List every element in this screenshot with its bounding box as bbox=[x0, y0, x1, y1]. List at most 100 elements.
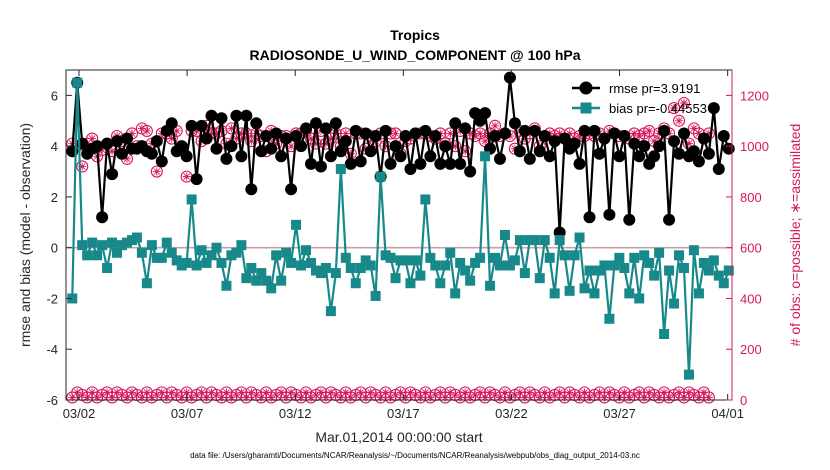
rmse-point bbox=[285, 183, 298, 196]
bias-point bbox=[415, 270, 426, 281]
bias-point bbox=[305, 257, 316, 268]
bias-point bbox=[674, 250, 685, 261]
rmse-point bbox=[677, 127, 690, 140]
bias-point bbox=[335, 164, 346, 174]
y2-tick-label: 1000 bbox=[740, 139, 769, 154]
bias-point bbox=[425, 252, 436, 263]
bias-point bbox=[514, 235, 525, 246]
bias-point bbox=[420, 194, 431, 205]
bias-point bbox=[87, 237, 98, 248]
bias-point bbox=[171, 255, 182, 266]
x-tick-label: 03/07 bbox=[171, 406, 204, 421]
bias-point bbox=[440, 260, 451, 271]
obs-possible-marker bbox=[667, 102, 681, 115]
bias-point bbox=[166, 247, 177, 258]
bias-point bbox=[72, 77, 83, 88]
rmse-point bbox=[459, 122, 472, 135]
x-tick-label: 03/27 bbox=[603, 406, 636, 421]
rmse-point bbox=[618, 130, 631, 142]
bias-point bbox=[430, 260, 441, 271]
bias-point bbox=[649, 270, 660, 281]
bias-point bbox=[136, 247, 147, 258]
bias-point bbox=[390, 273, 401, 284]
bias-point bbox=[186, 194, 197, 205]
bias-point bbox=[201, 257, 212, 268]
rmse-point bbox=[648, 150, 661, 163]
bias-point bbox=[504, 260, 515, 271]
legend-bias-label: bias pr=-0.44553 bbox=[609, 101, 707, 116]
rmse-point bbox=[240, 109, 253, 122]
bias-point bbox=[594, 265, 605, 276]
bias-point bbox=[455, 257, 466, 268]
rmse-point bbox=[300, 122, 313, 135]
bias-point bbox=[450, 288, 461, 299]
bias-point bbox=[231, 247, 242, 258]
x-tick-label: 04/01 bbox=[711, 406, 744, 421]
rmse-point bbox=[319, 122, 332, 135]
bias-point bbox=[554, 235, 565, 246]
rmse-point bbox=[150, 135, 163, 148]
bias-point bbox=[644, 257, 655, 268]
bias-point bbox=[405, 278, 416, 289]
rmse-point bbox=[255, 145, 268, 158]
rmse-point bbox=[568, 137, 581, 150]
rmse-point bbox=[364, 145, 377, 158]
rmse-point bbox=[538, 130, 551, 142]
bias-point bbox=[97, 240, 108, 251]
rmse-point bbox=[722, 142, 735, 155]
bias-point bbox=[92, 250, 103, 261]
bias-point bbox=[301, 245, 312, 256]
rmse-point bbox=[220, 152, 233, 165]
bias-point bbox=[77, 240, 88, 251]
bias-point bbox=[678, 263, 689, 273]
rmse-point bbox=[444, 157, 457, 170]
bias-point bbox=[271, 250, 282, 261]
bias-point bbox=[410, 255, 421, 266]
rmse-point bbox=[578, 124, 591, 137]
rmse-point bbox=[528, 124, 541, 137]
rmse-point bbox=[712, 163, 725, 175]
bias-point bbox=[286, 257, 297, 268]
bias-point bbox=[693, 288, 704, 299]
bias-point bbox=[370, 290, 381, 301]
bias-point bbox=[698, 257, 709, 268]
bias-point bbox=[634, 293, 645, 304]
rmse-point bbox=[573, 157, 586, 170]
legend: rmse pr=3.9191 bias pr=-0.44553 bbox=[572, 81, 707, 116]
bias-point bbox=[385, 252, 396, 263]
bias-point bbox=[330, 268, 341, 279]
y-tick-label: 4 bbox=[51, 139, 58, 154]
rmse-point bbox=[424, 150, 437, 163]
bias-point bbox=[688, 245, 699, 256]
rmse-point bbox=[165, 117, 178, 130]
bias-point bbox=[614, 252, 625, 263]
rmse-point bbox=[354, 155, 367, 168]
rmse-point bbox=[493, 152, 506, 165]
obs-possible-marker bbox=[474, 127, 487, 140]
bias-point bbox=[291, 219, 302, 230]
rmse-point bbox=[230, 109, 243, 122]
rmse-point bbox=[498, 127, 511, 140]
rmse-point bbox=[155, 155, 168, 168]
bias-point bbox=[723, 265, 734, 276]
bias-point bbox=[564, 285, 575, 296]
y-tick-label: -2 bbox=[46, 291, 58, 306]
y2-tick-label: 400 bbox=[740, 291, 762, 306]
bias-point bbox=[281, 247, 292, 258]
bias-point bbox=[325, 306, 336, 317]
rmse-point bbox=[394, 150, 407, 163]
bias-point bbox=[360, 255, 371, 266]
bias-point bbox=[569, 250, 580, 261]
rmse-point bbox=[290, 130, 303, 142]
y-tick-label: -6 bbox=[46, 393, 58, 408]
rmse-point bbox=[399, 130, 412, 142]
rmse-point bbox=[548, 135, 561, 148]
rmse-point bbox=[334, 145, 347, 158]
y-axis-label: rmse and bias (model - observation) bbox=[17, 123, 33, 347]
rmse-point bbox=[260, 130, 273, 142]
bias-point bbox=[629, 252, 640, 263]
bias-point bbox=[499, 230, 510, 240]
bias-point bbox=[445, 247, 456, 258]
rmse-point bbox=[414, 157, 427, 170]
